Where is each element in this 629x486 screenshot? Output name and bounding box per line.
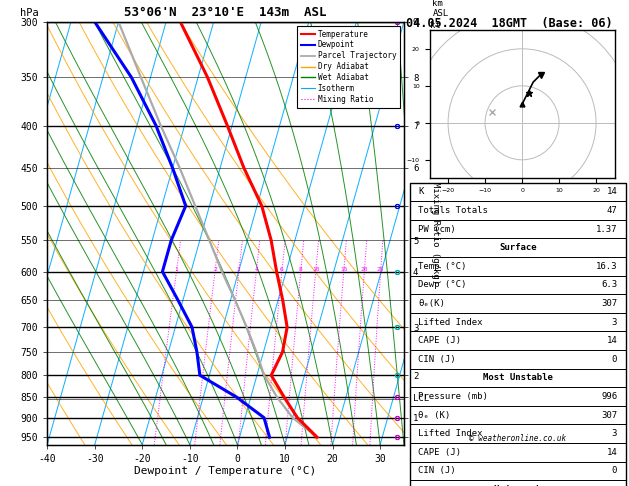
Text: Hodograph: Hodograph: [494, 485, 542, 486]
Text: 307: 307: [601, 411, 617, 419]
Bar: [409, 331, 626, 350]
Y-axis label: Mixing Ratio (g/kg): Mixing Ratio (g/kg): [431, 182, 440, 284]
Bar: [409, 257, 626, 276]
Text: 2: 2: [213, 267, 217, 272]
Text: 6.3: 6.3: [601, 280, 617, 289]
X-axis label: Dewpoint / Temperature (°C): Dewpoint / Temperature (°C): [135, 467, 316, 476]
Text: 4: 4: [255, 267, 259, 272]
Text: Lifted Index: Lifted Index: [418, 429, 483, 438]
Text: 14: 14: [606, 448, 617, 457]
Legend: Temperature, Dewpoint, Parcel Trajectory, Dry Adiabat, Wet Adiabat, Isotherm, Mi: Temperature, Dewpoint, Parcel Trajectory…: [297, 26, 400, 108]
Text: CAPE (J): CAPE (J): [418, 336, 461, 345]
Text: θₑ (K): θₑ (K): [418, 411, 450, 419]
Bar: [409, 480, 626, 486]
Bar: [409, 462, 626, 480]
Text: CIN (J): CIN (J): [418, 355, 456, 364]
Text: km
ASL: km ASL: [433, 0, 448, 17]
Text: 04.05.2024  18GMT  (Base: 06): 04.05.2024 18GMT (Base: 06): [406, 17, 613, 30]
Text: PW (cm): PW (cm): [418, 225, 456, 234]
Text: 1: 1: [175, 267, 179, 272]
Text: Temp (°C): Temp (°C): [418, 262, 467, 271]
Text: 307: 307: [601, 299, 617, 308]
Title: 53°06'N  23°10'E  143m  ASL: 53°06'N 23°10'E 143m ASL: [125, 6, 327, 19]
Bar: [409, 183, 626, 201]
Bar: [409, 424, 626, 443]
Text: Surface: Surface: [499, 243, 537, 252]
Text: Totals Totals: Totals Totals: [418, 206, 488, 215]
Text: 3: 3: [237, 267, 241, 272]
Text: CIN (J): CIN (J): [418, 467, 456, 475]
Text: hPa: hPa: [20, 8, 39, 17]
Text: Dewp (°C): Dewp (°C): [418, 280, 467, 289]
Bar: [409, 313, 626, 331]
Text: 0: 0: [612, 467, 617, 475]
Text: 3: 3: [612, 317, 617, 327]
Bar: [409, 238, 626, 257]
Text: 25: 25: [377, 267, 384, 272]
Bar: [409, 220, 626, 238]
Text: 1.37: 1.37: [596, 225, 617, 234]
Bar: [409, 443, 626, 462]
Bar: [409, 201, 626, 220]
Bar: [409, 406, 626, 424]
Text: Most Unstable: Most Unstable: [483, 373, 553, 382]
Text: 996: 996: [601, 392, 617, 401]
Text: CAPE (J): CAPE (J): [418, 448, 461, 457]
Text: 8: 8: [299, 267, 303, 272]
Text: © weatheronline.co.uk: © weatheronline.co.uk: [469, 434, 566, 443]
Bar: [409, 368, 626, 387]
Text: 10: 10: [312, 267, 320, 272]
Text: 6: 6: [280, 267, 284, 272]
Text: 20: 20: [360, 267, 368, 272]
Text: 14: 14: [606, 336, 617, 345]
Text: 14: 14: [606, 187, 617, 196]
Text: K: K: [418, 187, 424, 196]
Text: 47: 47: [606, 206, 617, 215]
Text: Pressure (mb): Pressure (mb): [418, 392, 488, 401]
Bar: [409, 276, 626, 294]
Text: 3: 3: [612, 429, 617, 438]
Text: 0: 0: [612, 355, 617, 364]
Text: θₑ(K): θₑ(K): [418, 299, 445, 308]
Bar: [409, 294, 626, 313]
Bar: [409, 350, 626, 368]
Text: Lifted Index: Lifted Index: [418, 317, 483, 327]
Bar: [409, 387, 626, 406]
Text: 16.3: 16.3: [596, 262, 617, 271]
Text: 15: 15: [340, 267, 348, 272]
